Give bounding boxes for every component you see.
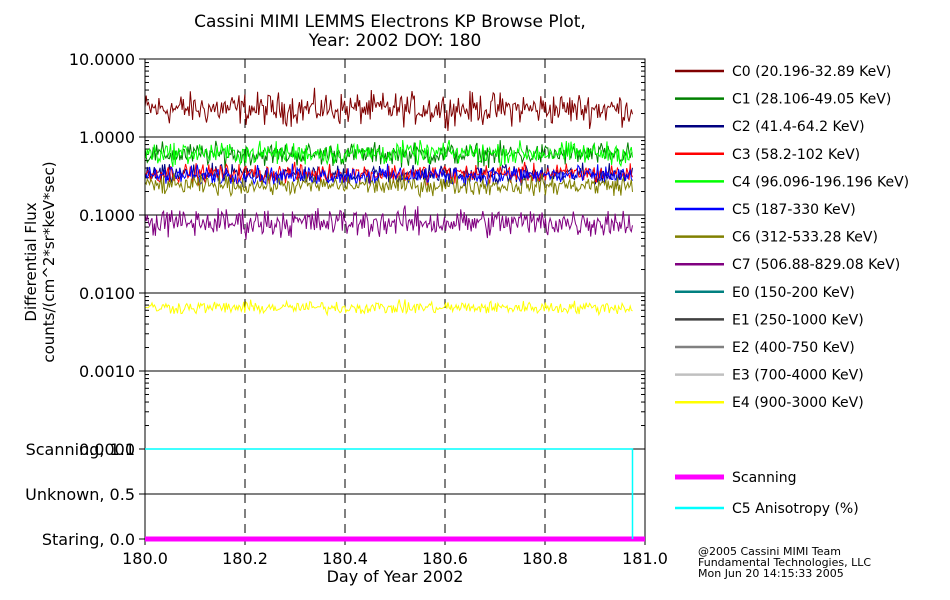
xtick-label-1: 180.2	[222, 549, 268, 568]
flux-ytick-label-3: 0.0100	[79, 284, 135, 303]
series-line-6	[144, 171, 633, 199]
flux-ytick-label-1: 1.0000	[79, 128, 135, 147]
legend-label-6: C6 (312-533.28 KeV)	[732, 230, 878, 246]
status-series-1	[145, 448, 634, 539]
legend-label-1: C1 (28.106-49.05 KeV)	[732, 92, 891, 108]
chart-title-line1: Cassini MIMI LEMMS Electrons KP Browse P…	[194, 12, 586, 32]
chart-title-line2: Year: 2002 DOY: 180	[308, 31, 482, 51]
series-line-0	[144, 87, 633, 132]
xtick-label-0: 180.0	[122, 549, 168, 568]
xtick-label-5: 181.0	[622, 549, 668, 568]
xtick-label-2: 180.4	[322, 549, 368, 568]
flux-ytick-label-2: 0.1000	[79, 206, 135, 225]
footer-company: Fundamental Technologies, LLC	[698, 556, 871, 569]
status-ytick-label-2: Staring, 0.0	[42, 530, 135, 549]
legend-label-12: E4 (900-3000 KeV)	[732, 395, 864, 411]
flux-ytick-label-4: 0.0010	[79, 362, 135, 381]
legend-label-4: C4 (96.096-196.196 KeV)	[732, 174, 909, 190]
status-ytick-label-0: Scanning, 1.0	[26, 440, 135, 459]
legend-label-9: E1 (250-1000 KeV)	[732, 312, 864, 328]
series-line-7	[144, 205, 633, 240]
legend-label-2: C2 (41.4-64.2 KeV)	[732, 119, 865, 135]
flux-ytick-label-0: 10.0000	[69, 50, 135, 69]
legend-label-10: E2 (400-750 KeV)	[732, 340, 855, 356]
legend-label-3: C3 (58.2-102 KeV)	[732, 147, 860, 163]
series-line-12	[144, 299, 633, 317]
footer-timestamp: Mon Jun 20 14:15:33 2005	[698, 567, 844, 580]
series-line-4	[144, 139, 633, 168]
legend-label-7: C7 (506.88-829.08 KeV)	[732, 257, 900, 273]
footer-copyright: @2005 Cassini MIMI Team	[698, 545, 841, 558]
legend: C0 (20.196-32.89 KeV) C1 (28.106-49.05 Ke…	[675, 64, 909, 517]
series-line-5	[144, 163, 633, 188]
legend-label-5: C5 (187-330 KeV)	[732, 202, 856, 218]
x-axis-label: Day of Year 2002	[327, 567, 464, 586]
status-ytick-label-1: Unknown, 0.5	[25, 485, 135, 504]
legend-label-11: E3 (700-4000 KeV)	[732, 368, 864, 384]
flux-ytick-label-5: 0.0001	[79, 440, 135, 459]
xtick-label-4: 180.8	[522, 549, 568, 568]
legend-label-0: C0 (20.196-32.89 KeV)	[732, 64, 891, 80]
legend-status-label-0: Scanning	[732, 470, 797, 486]
y-axis-label-line2: counts/(cm^2*sr*keV*sec)	[40, 161, 58, 362]
xtick-label-3: 180.6	[422, 549, 468, 568]
legend-label-8: E0 (150-200 KeV)	[732, 285, 855, 301]
y-axis-label-line1: Differential Flux	[22, 202, 40, 321]
legend-status-label-1: C5 Anisotropy (%)	[732, 501, 859, 517]
